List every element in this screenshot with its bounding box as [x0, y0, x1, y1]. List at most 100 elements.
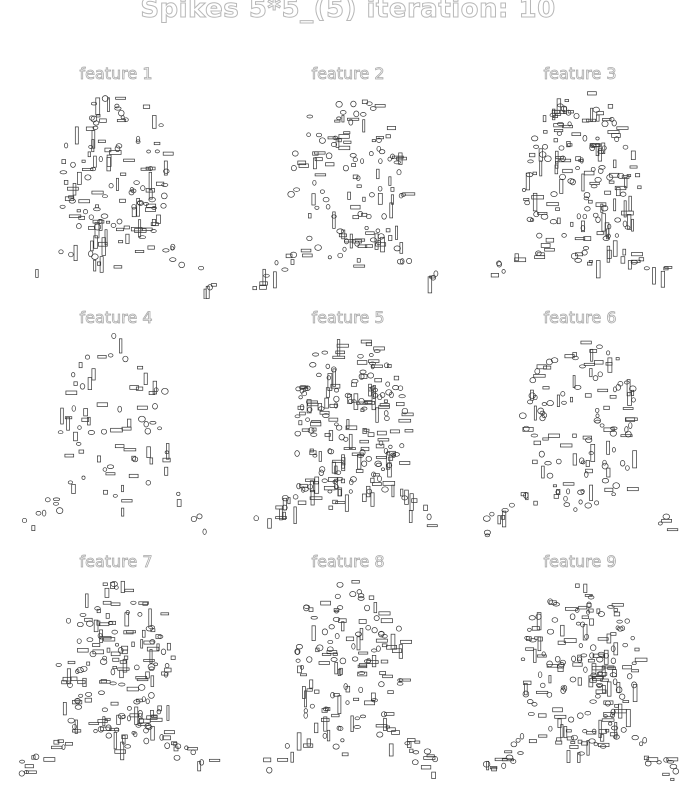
spike-blob	[349, 591, 357, 598]
spike-blob	[337, 138, 342, 143]
spike-blob	[334, 422, 339, 427]
spike-blob	[123, 225, 130, 230]
spike-blob	[131, 641, 135, 647]
spike-blob	[533, 405, 537, 421]
spike-blob	[151, 206, 157, 210]
spike-blob	[527, 399, 534, 405]
spike-blob	[595, 689, 607, 694]
spike-blob	[252, 286, 257, 291]
spike-blob	[510, 758, 517, 764]
spike-blob	[590, 672, 597, 679]
feature-panel-4: feature 4	[0, 304, 232, 549]
spike-blob	[596, 231, 604, 236]
spike-blob	[57, 430, 64, 435]
spike-blob	[157, 705, 162, 712]
spike-blob	[147, 663, 156, 670]
spike-blob	[378, 149, 386, 155]
spike-blob	[609, 117, 615, 122]
spike-blob	[150, 726, 155, 741]
spike-blob	[575, 252, 584, 257]
spike-blob	[72, 700, 83, 705]
spike-blob	[399, 242, 404, 254]
spike-blob	[78, 215, 85, 220]
spike-blob	[314, 476, 320, 494]
spike-blob	[351, 382, 357, 387]
spike-blob	[150, 710, 154, 718]
spike-blob	[154, 149, 160, 154]
spike-blob	[24, 764, 34, 769]
spike-blob	[606, 249, 612, 259]
spike-blob	[381, 643, 388, 648]
spike-blob	[334, 593, 341, 599]
spike-blob	[92, 643, 101, 647]
spike-blob	[294, 430, 302, 437]
spike-blob	[385, 228, 391, 233]
spike-blob	[343, 131, 351, 135]
spike-blob	[74, 719, 78, 734]
spike-blob	[134, 228, 147, 233]
spike-blob	[76, 209, 81, 213]
spike-blob	[525, 647, 535, 651]
spike-blob	[157, 426, 162, 431]
spike-blob	[65, 390, 78, 395]
spike-blob	[300, 248, 312, 253]
spike-blob	[596, 683, 603, 688]
spike-blob	[88, 226, 95, 230]
spike-blob	[45, 497, 51, 503]
spike-blob	[387, 156, 392, 162]
spike-blob	[611, 603, 624, 607]
spike-blob	[158, 123, 164, 128]
spike-blob	[53, 501, 59, 506]
spike-blob	[157, 634, 164, 639]
spike-blob	[601, 120, 609, 128]
spike-blob	[380, 659, 389, 664]
spike-blob	[356, 184, 362, 188]
spike-blob	[32, 753, 40, 760]
spike-blob	[555, 156, 564, 160]
spike-blob	[108, 353, 114, 358]
spike-blob	[341, 621, 345, 632]
spike-blob	[338, 145, 351, 151]
spike-blob	[568, 716, 575, 723]
spike-blob	[559, 155, 566, 162]
spike-blob	[546, 691, 553, 698]
spike-blob	[595, 407, 600, 413]
spike-blob	[138, 684, 146, 691]
spike-blob	[398, 193, 404, 199]
spike-blob	[121, 734, 128, 739]
spike-blob	[366, 213, 372, 220]
spike-blob	[328, 477, 339, 482]
spike-blob	[310, 421, 322, 427]
spike-blob	[484, 533, 491, 538]
spike-blob	[307, 406, 313, 413]
spike-blob	[624, 380, 630, 385]
spike-blob	[121, 507, 125, 517]
spike-blob	[368, 383, 372, 397]
spike-blob	[135, 723, 142, 728]
spike-blob	[620, 727, 627, 733]
spike-blob	[615, 357, 620, 361]
spike-blob	[78, 362, 83, 369]
spike-blob	[546, 400, 554, 407]
spike-blob	[638, 257, 645, 262]
spike-blob	[541, 651, 546, 657]
spike-blob	[76, 442, 82, 446]
spike-blob	[94, 606, 101, 611]
spike-blob	[392, 648, 402, 653]
spike-blob	[112, 666, 117, 669]
spike-blob	[330, 692, 335, 699]
spike-blob	[546, 472, 554, 479]
panel-title: feature 9	[543, 552, 617, 572]
spike-blob	[99, 118, 107, 123]
spike-blob	[153, 141, 161, 146]
spike-blob	[589, 484, 593, 501]
spike-blob	[527, 627, 532, 632]
spike-blob	[354, 238, 366, 242]
spike-blob	[559, 173, 566, 181]
spike-blob	[303, 387, 309, 391]
spike-blob	[634, 657, 648, 662]
spike-blob	[163, 168, 170, 174]
spike-blob	[537, 636, 542, 652]
spike-blob	[356, 636, 361, 651]
spike-blob	[398, 394, 406, 399]
